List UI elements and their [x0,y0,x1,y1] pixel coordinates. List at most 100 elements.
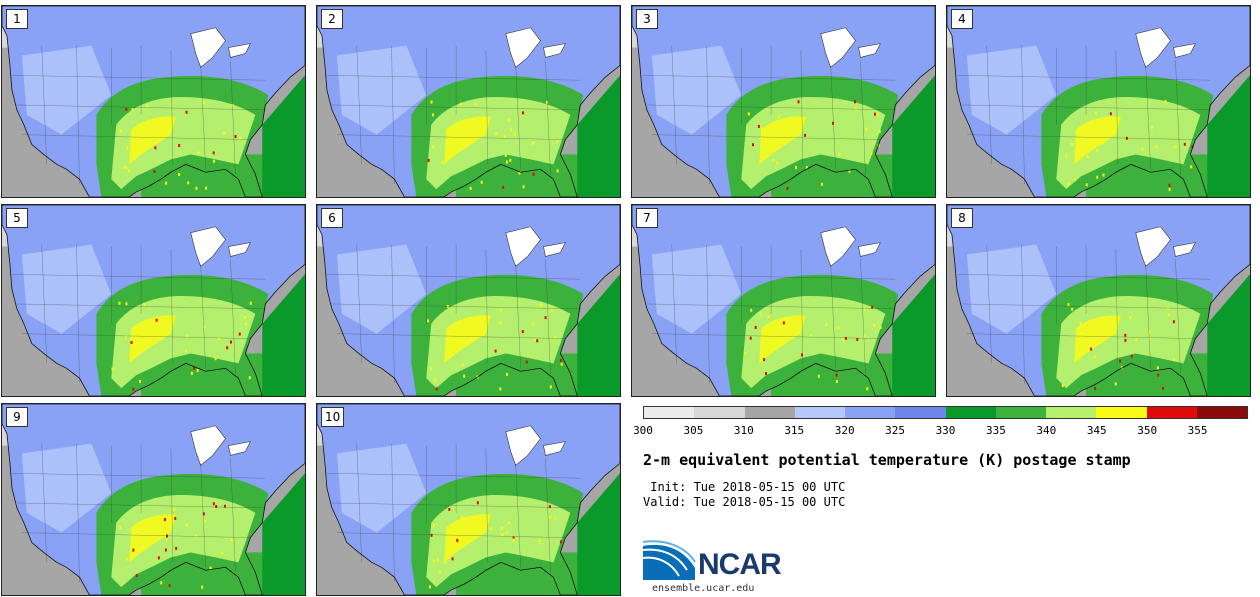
temperature-speckle [817,374,820,378]
temperature-speckle [164,548,167,552]
temperature-speckle [1065,154,1068,158]
state-boundary [966,134,1196,140]
temperature-speckle [173,508,176,512]
temperature-speckle [223,131,226,135]
member-number: 6 [321,208,343,228]
lake-erie [228,43,251,58]
land-hot [129,514,176,563]
state-boundary [11,75,266,81]
temperature-speckle [132,387,135,391]
colorbar-tick-label: 345 [1086,424,1107,437]
temperature-speckle [863,307,866,311]
land-hot [759,315,806,364]
member-number: 2 [321,9,343,29]
member-panel: 7 [631,204,936,397]
temperature-speckle [131,107,134,111]
temperature-speckle [197,151,200,155]
temperature-speckle [533,338,536,342]
temperature-speckle [504,154,507,158]
temperature-speckle [430,533,433,537]
temperature-speckle [234,135,237,139]
land-hot [1074,116,1121,165]
temperature-speckle [185,110,188,114]
temperature-speckle [178,143,181,147]
coastline [317,205,620,396]
temperature-speckle [1093,355,1096,359]
temperature-speckle [1067,303,1070,307]
temperature-speckle [1150,125,1153,129]
member-number: 7 [636,208,658,228]
map-canvas [632,205,935,396]
member-panel: 6 [316,204,621,397]
colorbar-tick-label: 300 [633,424,653,437]
temperature-speckle [804,133,807,137]
coastline [2,205,305,396]
land-west [21,244,112,334]
map-canvas [2,205,305,396]
lake-erie [1173,43,1196,58]
temperature-speckle [160,581,163,585]
temperature-speckle [1157,373,1160,377]
colorbar-tick-label: 340 [1036,424,1057,437]
temperature-speckle [157,556,160,560]
land-west [651,45,742,135]
lake-erie [858,242,881,257]
state-boundary [16,104,266,111]
temperature-speckle [214,357,217,361]
temperature-speckle [873,323,876,327]
state-boundary [1145,264,1151,369]
temperature-speckle [512,538,515,542]
temperature-speckle [842,338,845,342]
colorbar-swatch [644,407,695,418]
temperature-speckle [166,534,169,538]
state-boundary [800,50,804,165]
temperature-speckle [772,158,775,162]
temperature-speckle [134,344,137,348]
state-boundary [391,244,395,384]
state-boundary [651,134,881,140]
temperature-speckle [1067,182,1070,186]
coastline [2,6,305,197]
temperature-speckle [435,387,438,391]
temperature-speckle [821,182,824,186]
temperature-speckle [532,172,535,176]
temperature-speckle [499,387,502,391]
state-boundary [1021,45,1025,185]
atlantic-ocean [1207,75,1250,197]
temperature-speckle [760,127,763,131]
temperature-speckle [163,518,166,522]
land-hot [129,315,176,364]
temperature-speckle [118,301,121,305]
map-canvas [632,6,935,197]
temperature-speckle [536,339,539,343]
temperature-speckle [1172,320,1175,324]
temperature-speckle [124,334,127,338]
atlantic-ocean [577,274,620,396]
temperature-speckle [556,139,559,143]
state-boundary [76,244,80,384]
temperature-speckle [130,340,133,344]
temperature-speckle [544,316,547,320]
colorbar-swatch [895,407,946,418]
temperature-speckle [1102,173,1105,177]
website-link[interactable]: ensemble.ucar.edu [652,583,755,594]
temperature-speckle [1164,100,1167,103]
state-boundary [326,274,581,280]
temperature-speckle [1167,313,1170,317]
temperature-speckle [508,521,511,525]
colorbar-tick-label: 320 [834,424,855,437]
temperature-speckle [866,387,869,391]
temperature-speckle [509,128,512,132]
state-boundary [485,249,489,364]
temperature-speckle [505,531,508,535]
lake-erie [543,242,566,257]
ncar-logo-icon [643,540,696,580]
temperature-speckle [244,316,247,320]
atlantic-ocean [577,473,620,595]
state-boundary [651,333,881,339]
temperature-speckle [125,165,128,169]
state-boundary [336,532,566,538]
great-lakes [505,27,541,68]
temperature-speckle [786,186,789,190]
colorbar-swatch [794,407,845,418]
